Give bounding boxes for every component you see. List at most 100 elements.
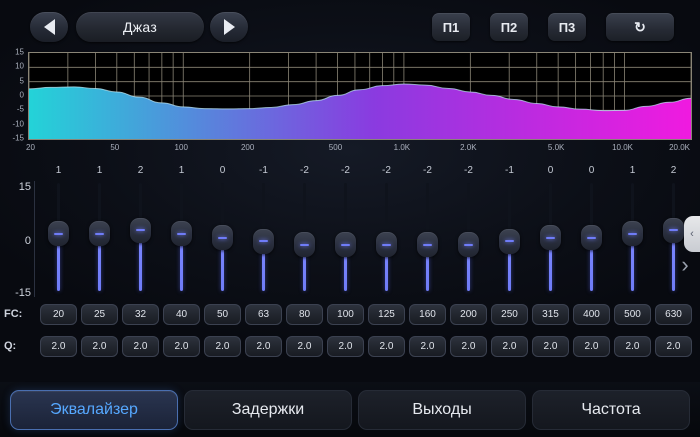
slider-value-label: -2 (382, 165, 391, 176)
slider-thumb[interactable] (376, 232, 397, 258)
slider-thumb[interactable] (335, 232, 356, 258)
slider-band[interactable]: -2 (325, 165, 366, 297)
q-chip[interactable]: 2.0 (450, 336, 487, 357)
slider-thumb[interactable] (663, 217, 684, 243)
preset-slot-1-label: П1 (442, 19, 460, 35)
fc-chip-value: 63 (257, 309, 270, 320)
fc-chip[interactable]: 400 (573, 304, 610, 325)
graph-y-tick: -10 (12, 119, 24, 129)
slider-fill (631, 233, 634, 291)
fc-chip[interactable]: 250 (491, 304, 528, 325)
fc-chip-value: 250 (501, 309, 518, 320)
q-chip[interactable]: 2.0 (491, 336, 528, 357)
slider-thumb[interactable] (581, 225, 602, 250)
tab-outputs[interactable]: Выходы (358, 390, 526, 430)
previous-preset-button[interactable] (30, 12, 68, 42)
fc-chip[interactable]: 125 (368, 304, 405, 325)
slider-thumb[interactable] (48, 221, 69, 247)
preset-name-display[interactable]: Джаз (76, 12, 204, 42)
slider-thumb-indicator (341, 243, 350, 246)
tab-delays[interactable]: Задержки (184, 390, 352, 430)
slider-thumb[interactable] (417, 232, 438, 258)
slider-band[interactable]: -2 (366, 165, 407, 297)
tab-equalizer[interactable]: Эквалайзер (10, 390, 178, 430)
slider-thumb[interactable] (499, 228, 520, 254)
chevron-left-icon[interactable]: ‹ (684, 216, 700, 252)
slider-thumb[interactable] (130, 217, 151, 243)
fc-chip[interactable]: 315 (532, 304, 569, 325)
q-chip[interactable]: 2.0 (286, 336, 323, 357)
q-chip[interactable]: 2.0 (245, 336, 282, 357)
slider-value-label: -1 (259, 165, 268, 176)
slider-band[interactable]: -1 (243, 165, 284, 297)
slider-band[interactable]: -2 (284, 165, 325, 297)
preset-slot-2-button[interactable]: П2 (490, 13, 528, 41)
q-chip[interactable]: 2.0 (655, 336, 692, 357)
q-chip[interactable]: 2.0 (368, 336, 405, 357)
slider-band[interactable]: 1 (612, 165, 653, 297)
q-chip[interactable]: 2.0 (163, 336, 200, 357)
graph-plot-area[interactable] (28, 52, 692, 140)
slider-thumb[interactable] (171, 221, 192, 247)
fc-chip[interactable]: 500 (614, 304, 651, 325)
fc-chip-value: 200 (460, 309, 477, 320)
fc-chip[interactable]: 630 (655, 304, 692, 325)
slider-thumb[interactable] (89, 221, 110, 247)
slider-band[interactable]: -1 (489, 165, 530, 297)
slider-band[interactable]: 1 (38, 165, 79, 297)
q-chip[interactable]: 2.0 (327, 336, 364, 357)
graph-x-tick: 10.0K (612, 143, 634, 152)
fc-chip[interactable]: 50 (204, 304, 241, 325)
reset-button[interactable]: ↻ (606, 13, 674, 41)
fc-chip[interactable]: 63 (245, 304, 282, 325)
q-chip[interactable]: 2.0 (532, 336, 569, 357)
preset-slot-3-button[interactable]: П3 (548, 13, 586, 41)
fc-chip[interactable]: 80 (286, 304, 323, 325)
slider-thumb[interactable] (294, 232, 315, 258)
q-chip-value: 2.0 (51, 341, 66, 352)
slider-thumb[interactable] (622, 221, 643, 247)
slider-band[interactable]: -2 (407, 165, 448, 297)
q-chip[interactable]: 2.0 (409, 336, 446, 357)
tab-frequency[interactable]: Частота (532, 390, 690, 430)
q-chip[interactable]: 2.0 (40, 336, 77, 357)
q-chip-row: 2.0 2.0 2.0 2.0 2.0 2.0 2.0 2.0 2.0 2.0 2.0 2.0 2.0 2… (38, 336, 694, 360)
q-chip[interactable]: 2.0 (204, 336, 241, 357)
q-chip[interactable]: 2.0 (122, 336, 159, 357)
next-preset-button[interactable] (210, 12, 248, 42)
fc-chip[interactable]: 40 (163, 304, 200, 325)
slider-band[interactable]: 0 (571, 165, 612, 297)
fc-chip-row: 20 25 32 40 50 63 80 100 125 160 200 250 315 400 500 63… (38, 304, 694, 328)
slider-band[interactable]: 2 (653, 165, 694, 297)
fc-chip[interactable]: 200 (450, 304, 487, 325)
bottom-tab-bar: Эквалайзер Задержки Выходы Частота (0, 382, 700, 437)
slider-fill (98, 233, 101, 291)
slider-band[interactable]: 1 (79, 165, 120, 297)
chevron-right-icon[interactable]: › (681, 252, 689, 277)
preset-name-label: Джаз (122, 19, 158, 35)
slider-band[interactable]: -2 (448, 165, 489, 297)
slider-thumb[interactable] (212, 225, 233, 250)
slider-thumb-indicator (587, 236, 596, 239)
fc-chip[interactable]: 32 (122, 304, 159, 325)
q-chip-value: 2.0 (379, 341, 394, 352)
fc-chip[interactable]: 25 (81, 304, 118, 325)
slider-band[interactable]: 1 (161, 165, 202, 297)
slider-thumb[interactable] (540, 225, 561, 250)
fc-chip[interactable]: 160 (409, 304, 446, 325)
slider-band[interactable]: 0 (202, 165, 243, 297)
slider-thumb[interactable] (458, 232, 479, 258)
preset-toolbar: Джаз П1 П2 П3 ↻ (0, 0, 700, 52)
slider-value-label: -2 (341, 165, 350, 176)
slider-band[interactable]: 0 (530, 165, 571, 297)
q-chip[interactable]: 2.0 (81, 336, 118, 357)
slider-fill (426, 244, 429, 291)
preset-slot-1-button[interactable]: П1 (432, 13, 470, 41)
fc-chip[interactable]: 100 (327, 304, 364, 325)
slider-band[interactable]: 2 (120, 165, 161, 297)
q-chip[interactable]: 2.0 (573, 336, 610, 357)
fc-chip[interactable]: 20 (40, 304, 77, 325)
q-chip[interactable]: 2.0 (614, 336, 651, 357)
slider-fill (139, 229, 142, 291)
slider-thumb[interactable] (253, 228, 274, 254)
